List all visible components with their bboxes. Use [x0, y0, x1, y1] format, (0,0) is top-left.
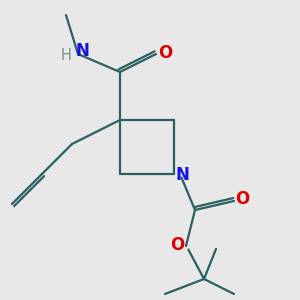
Text: N: N — [176, 167, 189, 184]
Text: H: H — [61, 48, 71, 63]
Text: O: O — [158, 44, 172, 62]
Text: N: N — [76, 42, 89, 60]
Text: O: O — [170, 236, 185, 253]
Text: O: O — [235, 190, 250, 208]
